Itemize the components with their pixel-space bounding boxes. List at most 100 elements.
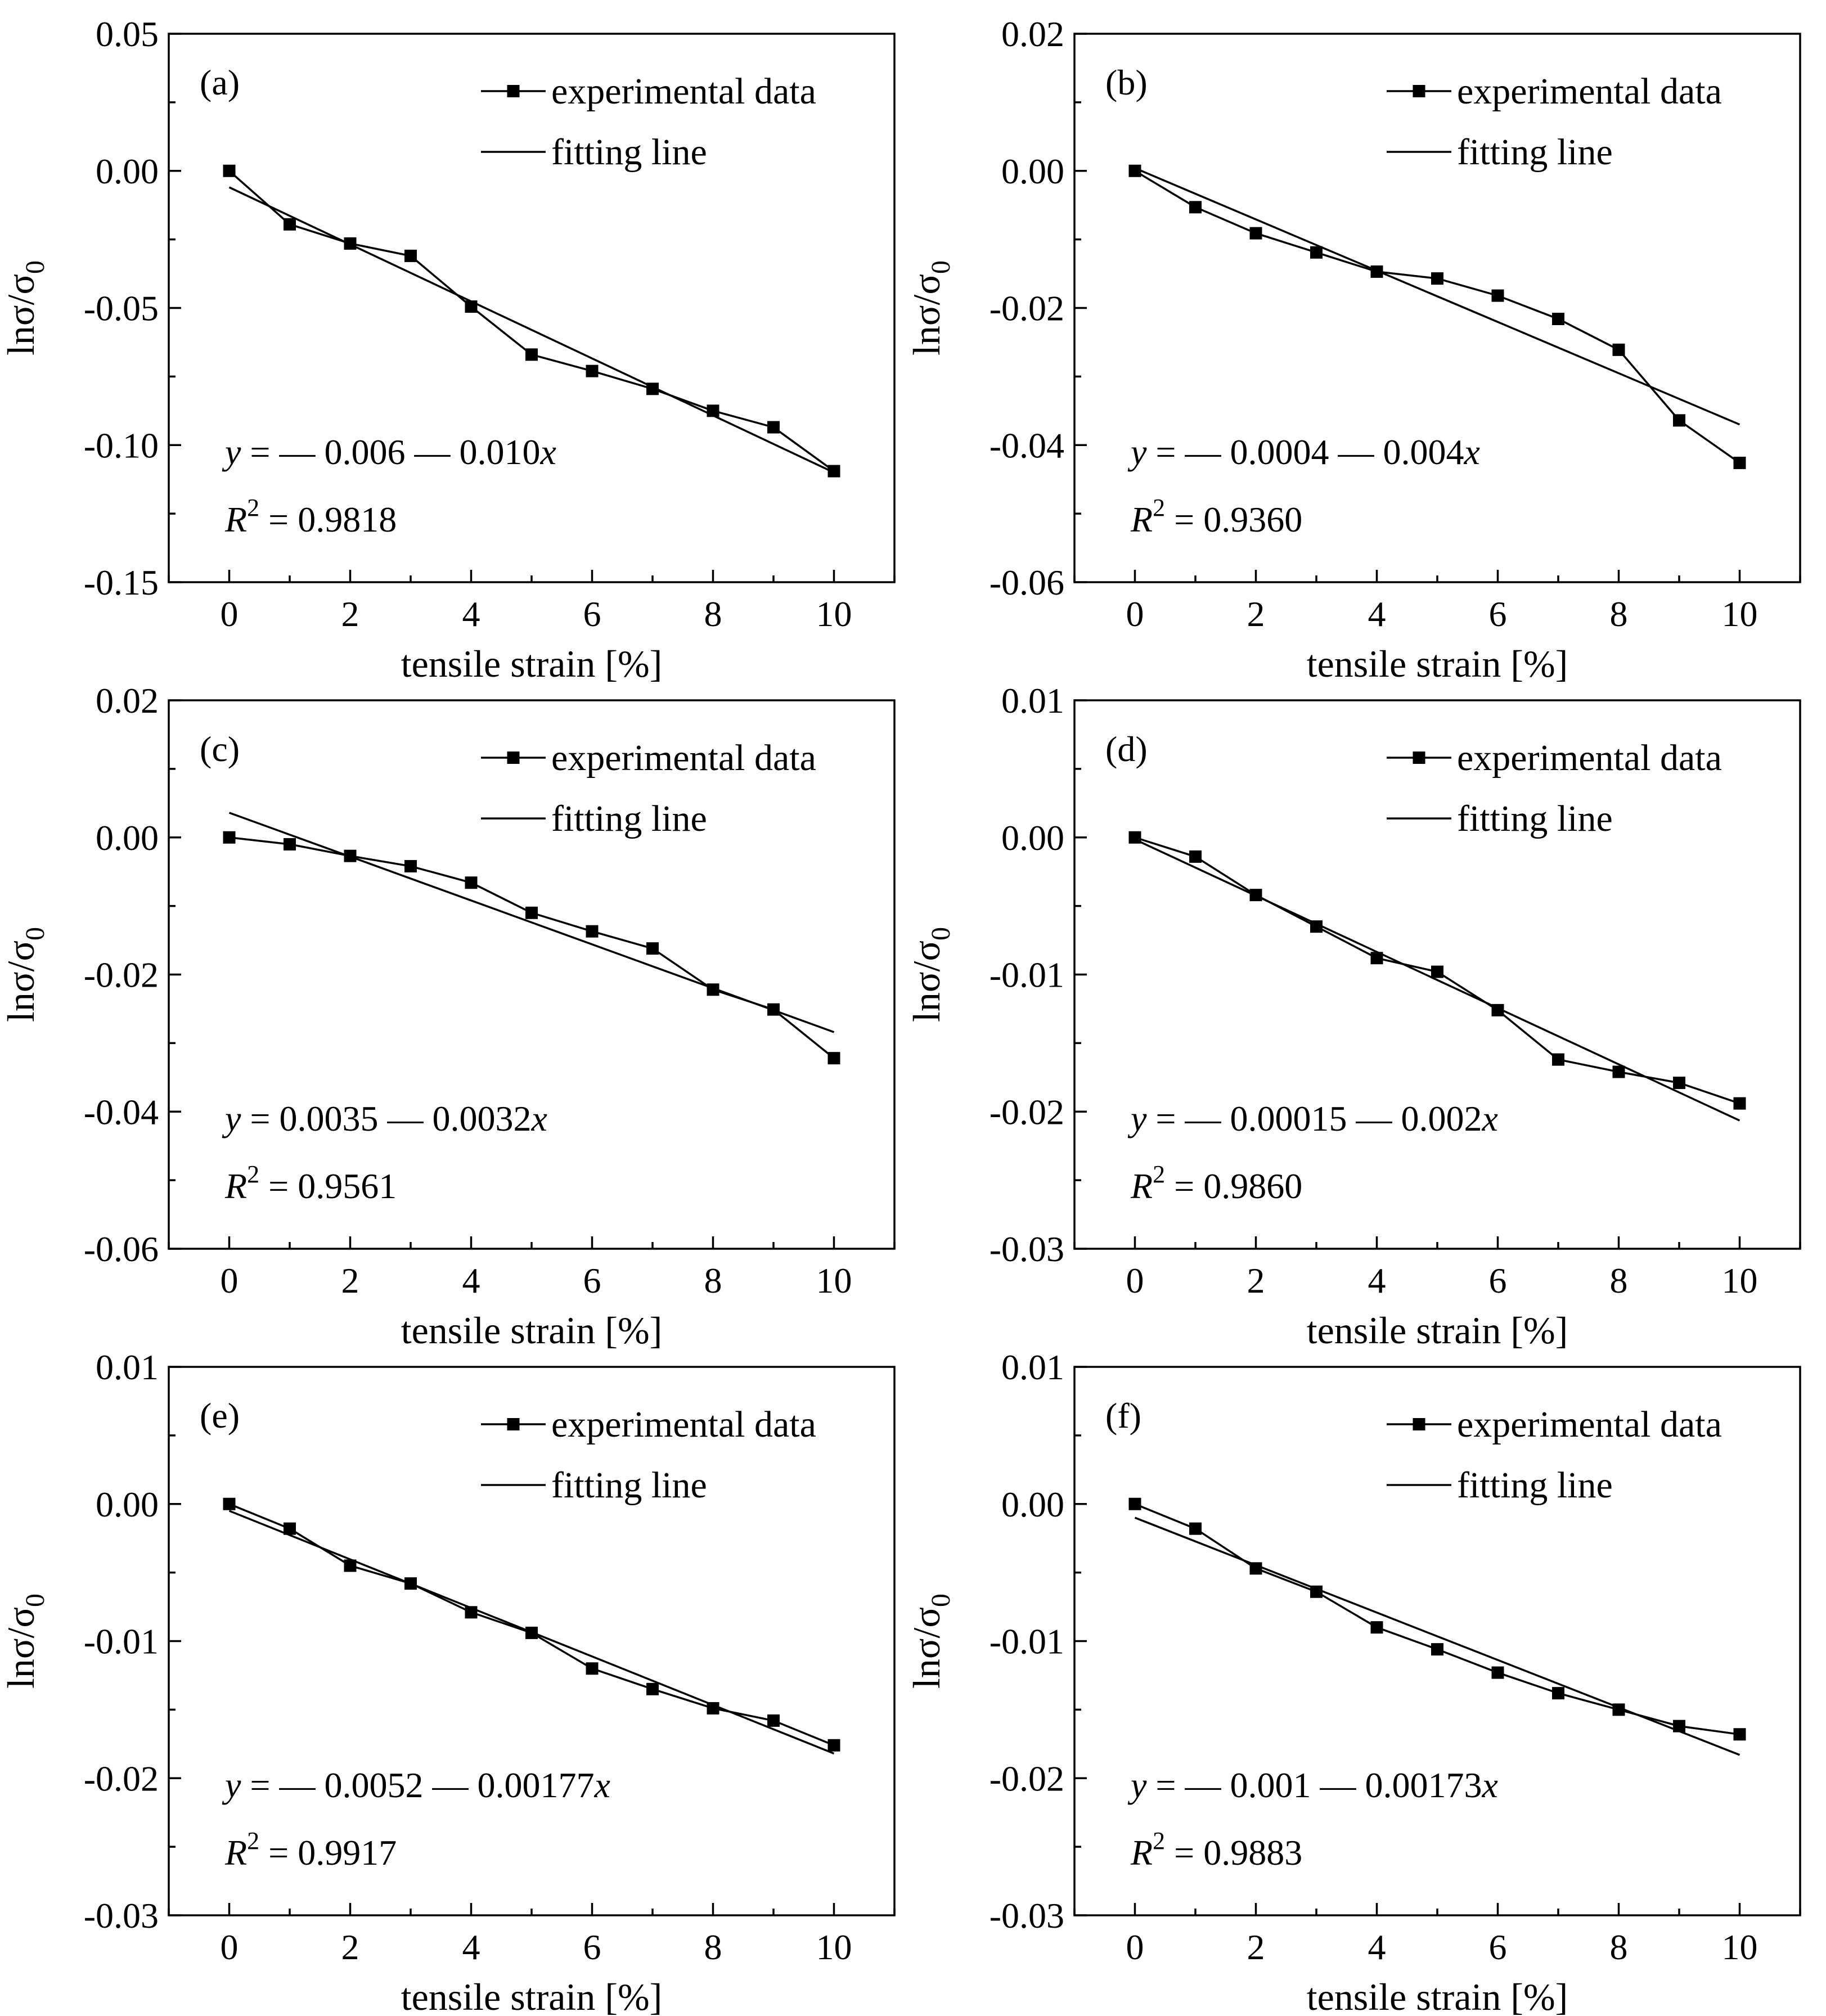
equation-variable: x — [531, 1099, 547, 1138]
x-tick-label: 0 — [1126, 594, 1144, 634]
equation-lhs: y — [222, 432, 241, 472]
x-tick-label: 0 — [221, 1927, 239, 1967]
data-point — [1552, 313, 1564, 325]
r-squared-value: = 0.9917 — [259, 1833, 397, 1873]
y-axis-label: lnσ/σ0 — [0, 1594, 50, 1689]
panel-label: (c) — [200, 729, 240, 769]
r-squared-exponent: 2 — [247, 1827, 259, 1855]
y-tick-label: 0.00 — [96, 151, 159, 191]
data-point — [767, 421, 780, 434]
x-tick-label: 8 — [1610, 1261, 1628, 1300]
x-tick-label: 6 — [1489, 1927, 1507, 1967]
y-tick-label: 0.02 — [1001, 14, 1064, 54]
x-tick-label: 8 — [704, 594, 722, 634]
data-point — [284, 1522, 296, 1535]
data-point — [284, 218, 296, 231]
x-tick-label: 0 — [1126, 1927, 1144, 1967]
fitting-line — [228, 186, 835, 474]
y-axis-label-subscript: 0 — [20, 1594, 50, 1607]
equation-rhs: = — 0.001 — 0.00173 — [1146, 1765, 1482, 1805]
y-tick-label: -0.10 — [84, 425, 159, 465]
legend-experimental-label: experimental data — [551, 737, 816, 778]
legend-fit-label: fitting line — [1457, 798, 1613, 839]
r-squared-symbol: R — [1130, 1833, 1153, 1873]
x-tick-label: 10 — [1722, 594, 1758, 634]
y-tick-label: -0.01 — [990, 955, 1064, 995]
data-point — [1431, 1643, 1443, 1656]
legend-experimental-label: experimental data — [551, 71, 816, 112]
experimental-data-line — [228, 170, 835, 472]
equation-lhs: y — [222, 1765, 241, 1805]
x-tick-label: 2 — [341, 1927, 359, 1967]
data-point — [1128, 1497, 1141, 1510]
r-squared-value: = 0.9818 — [259, 500, 397, 539]
y-axis-label-main: lnσ/σ — [905, 940, 948, 1022]
data-point — [1431, 272, 1443, 285]
data-point — [707, 1702, 719, 1714]
y-tick-label: -0.01 — [990, 1622, 1064, 1662]
y-axis-label-main: lnσ/σ — [905, 274, 948, 356]
experimental-data-line — [229, 836, 835, 1059]
y-tick-label: -0.06 — [84, 1229, 159, 1269]
x-tick-label: 6 — [1489, 1261, 1507, 1300]
legend-fit-label: fitting line — [1457, 1465, 1613, 1506]
x-tick-label: 4 — [1368, 1927, 1386, 1967]
equation-lhs: y — [1127, 1099, 1147, 1138]
equation-variable: x — [1464, 432, 1480, 472]
x-tick-label: 0 — [221, 594, 239, 634]
data-point — [646, 942, 659, 955]
data-point — [827, 1739, 840, 1752]
y-tick-label: -0.01 — [84, 1622, 159, 1662]
legend-experimental-label: experimental data — [1457, 737, 1722, 778]
x-tick-label: 4 — [462, 1261, 480, 1300]
data-point — [1189, 201, 1202, 214]
y-axis-label-main: lnσ/σ — [905, 1607, 948, 1689]
x-tick-label: 8 — [704, 1261, 722, 1300]
y-tick-label: -0.04 — [990, 425, 1064, 465]
experimental-data-line — [1134, 170, 1740, 464]
y-tick-label: 0.00 — [1001, 1484, 1064, 1524]
data-point — [1612, 1065, 1625, 1078]
data-point — [1612, 1703, 1625, 1716]
y-tick-label: -0.03 — [990, 1896, 1064, 1936]
y-axis-label-subscript: 0 — [20, 260, 50, 274]
data-point — [1370, 265, 1383, 278]
x-tick-label: 6 — [1489, 594, 1507, 634]
y-tick-label: -0.02 — [84, 955, 159, 995]
data-point — [223, 1497, 236, 1510]
panel-label: (f) — [1105, 1396, 1141, 1436]
y-tick-label: 0.00 — [96, 818, 159, 858]
data-point — [1189, 850, 1202, 863]
y-tick-label: 0.01 — [1001, 1347, 1064, 1387]
chart-panel-e: 0 2 4 6 8 10 0.01 0.00 -0.01 -0.02 -0.03 tensile st… — [0, 1347, 896, 2016]
data-point — [1128, 831, 1141, 844]
r-squared-symbol: R — [1130, 1166, 1153, 1206]
x-axis-label: tensile strain [%] — [401, 642, 663, 685]
data-point — [1733, 1097, 1746, 1110]
x-tick-label: 10 — [816, 594, 852, 634]
y-axis-label-subscript: 0 — [20, 927, 50, 940]
legend-experimental-label: experimental data — [1457, 1404, 1722, 1445]
data-point — [646, 382, 659, 395]
data-point — [465, 876, 478, 889]
fitting-line — [1134, 1516, 1740, 1756]
x-tick-label: 2 — [341, 1261, 359, 1300]
legend-experimental-marker — [507, 752, 520, 764]
x-axis-label: tensile strain [%] — [1307, 1309, 1568, 1352]
r-squared-symbol: R — [224, 1166, 247, 1206]
data-point — [1612, 343, 1625, 356]
r-squared: R2 = 0.9883 — [1130, 1827, 1302, 1873]
chart-panel-b: 0 2 4 6 8 10 0.02 0.00 -0.02 -0.04 -0.06 tensile st… — [905, 14, 1801, 685]
data-point — [586, 364, 599, 377]
x-tick-label: 10 — [1722, 1927, 1758, 1967]
x-axis-label: tensile strain [%] — [401, 1976, 663, 2016]
equation-variable: x — [594, 1765, 610, 1805]
equation-rhs: = — 0.00015 — 0.002 — [1146, 1099, 1482, 1138]
y-tick-label: 0.05 — [96, 14, 159, 54]
data-point — [767, 1714, 780, 1727]
data-point — [525, 348, 538, 361]
legend-experimental-marker — [1413, 85, 1425, 97]
data-point — [586, 925, 599, 938]
chart-panel-f: 0 2 4 6 8 10 0.01 0.00 -0.01 -0.02 -0.03 tensile st… — [905, 1347, 1801, 2016]
